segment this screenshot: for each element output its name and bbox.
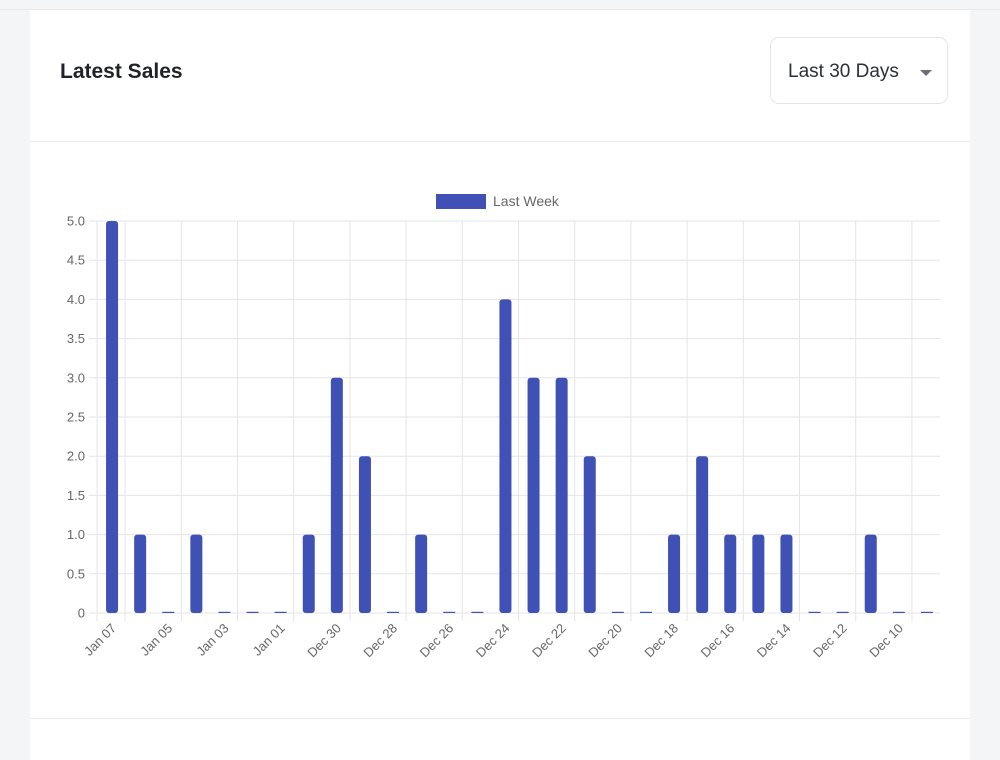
y-tick-label: 1.0 (67, 527, 85, 542)
x-tick-label: Dec 24 (473, 621, 513, 661)
x-tick-label: Dec 20 (585, 621, 625, 661)
legend-swatch (436, 194, 486, 209)
bar (387, 611, 400, 613)
x-tick-label: Dec 14 (754, 621, 794, 661)
x-tick-label: Dec 30 (304, 621, 344, 661)
y-tick-label: 4.5 (67, 253, 85, 268)
x-tick-label: Jan 01 (250, 621, 288, 659)
bar (302, 534, 315, 613)
bar (668, 534, 681, 613)
bar (246, 611, 259, 613)
y-tick-label: 3.5 (67, 331, 85, 346)
y-tick-label: 0.5 (67, 566, 85, 581)
bar (527, 377, 540, 613)
bar (162, 611, 175, 613)
y-tick-label: 2.5 (67, 410, 85, 425)
bar (555, 377, 568, 613)
x-tick-label: Jan 03 (193, 621, 231, 659)
y-tick-label: 4.0 (67, 292, 85, 307)
chevron-down-icon (920, 70, 932, 76)
x-tick-label: Dec 28 (360, 621, 400, 661)
y-tick-label: 1.5 (67, 488, 85, 503)
bar (134, 534, 147, 613)
card-title: Latest Sales (60, 60, 183, 83)
bar (190, 534, 203, 613)
y-tick-label: 0 (78, 606, 85, 621)
bar (892, 611, 905, 613)
bar (724, 534, 737, 613)
y-tick-label: 2.0 (67, 449, 85, 464)
legend-label: Last Week (493, 193, 560, 209)
bar (583, 456, 596, 613)
card-header: Latest Sales Last 30 Days (30, 10, 970, 142)
bar (330, 377, 343, 613)
bar (639, 611, 652, 613)
bar (106, 221, 119, 613)
bar (274, 611, 287, 613)
bar (752, 534, 765, 613)
bar (696, 456, 709, 613)
bar (471, 611, 484, 613)
bar (218, 611, 231, 613)
bar (415, 534, 428, 613)
bar (808, 611, 821, 613)
bar (780, 534, 793, 613)
bar (358, 456, 371, 613)
card-divider (30, 718, 970, 719)
x-tick-label: Dec 18 (641, 621, 681, 661)
bar (443, 611, 456, 613)
x-tick-label: Dec 22 (529, 621, 569, 661)
x-tick-label: Jan 07 (81, 621, 119, 659)
bar (611, 611, 624, 613)
x-tick-label: Jan 05 (137, 621, 175, 659)
top-bar (0, 0, 1000, 10)
bar (836, 611, 849, 613)
y-tick-label: 3.0 (67, 370, 85, 385)
x-tick-label: Dec 10 (866, 621, 906, 661)
date-range-select[interactable]: Last 30 Days (770, 37, 948, 104)
x-tick-label: Dec 12 (810, 621, 850, 661)
bar (920, 611, 933, 613)
date-range-label: Last 30 Days (788, 61, 899, 82)
bar (499, 299, 512, 613)
x-tick-label: Dec 16 (698, 621, 738, 661)
y-tick-label: 5.0 (67, 214, 85, 229)
bar (864, 534, 877, 613)
x-tick-label: Dec 26 (417, 621, 457, 661)
